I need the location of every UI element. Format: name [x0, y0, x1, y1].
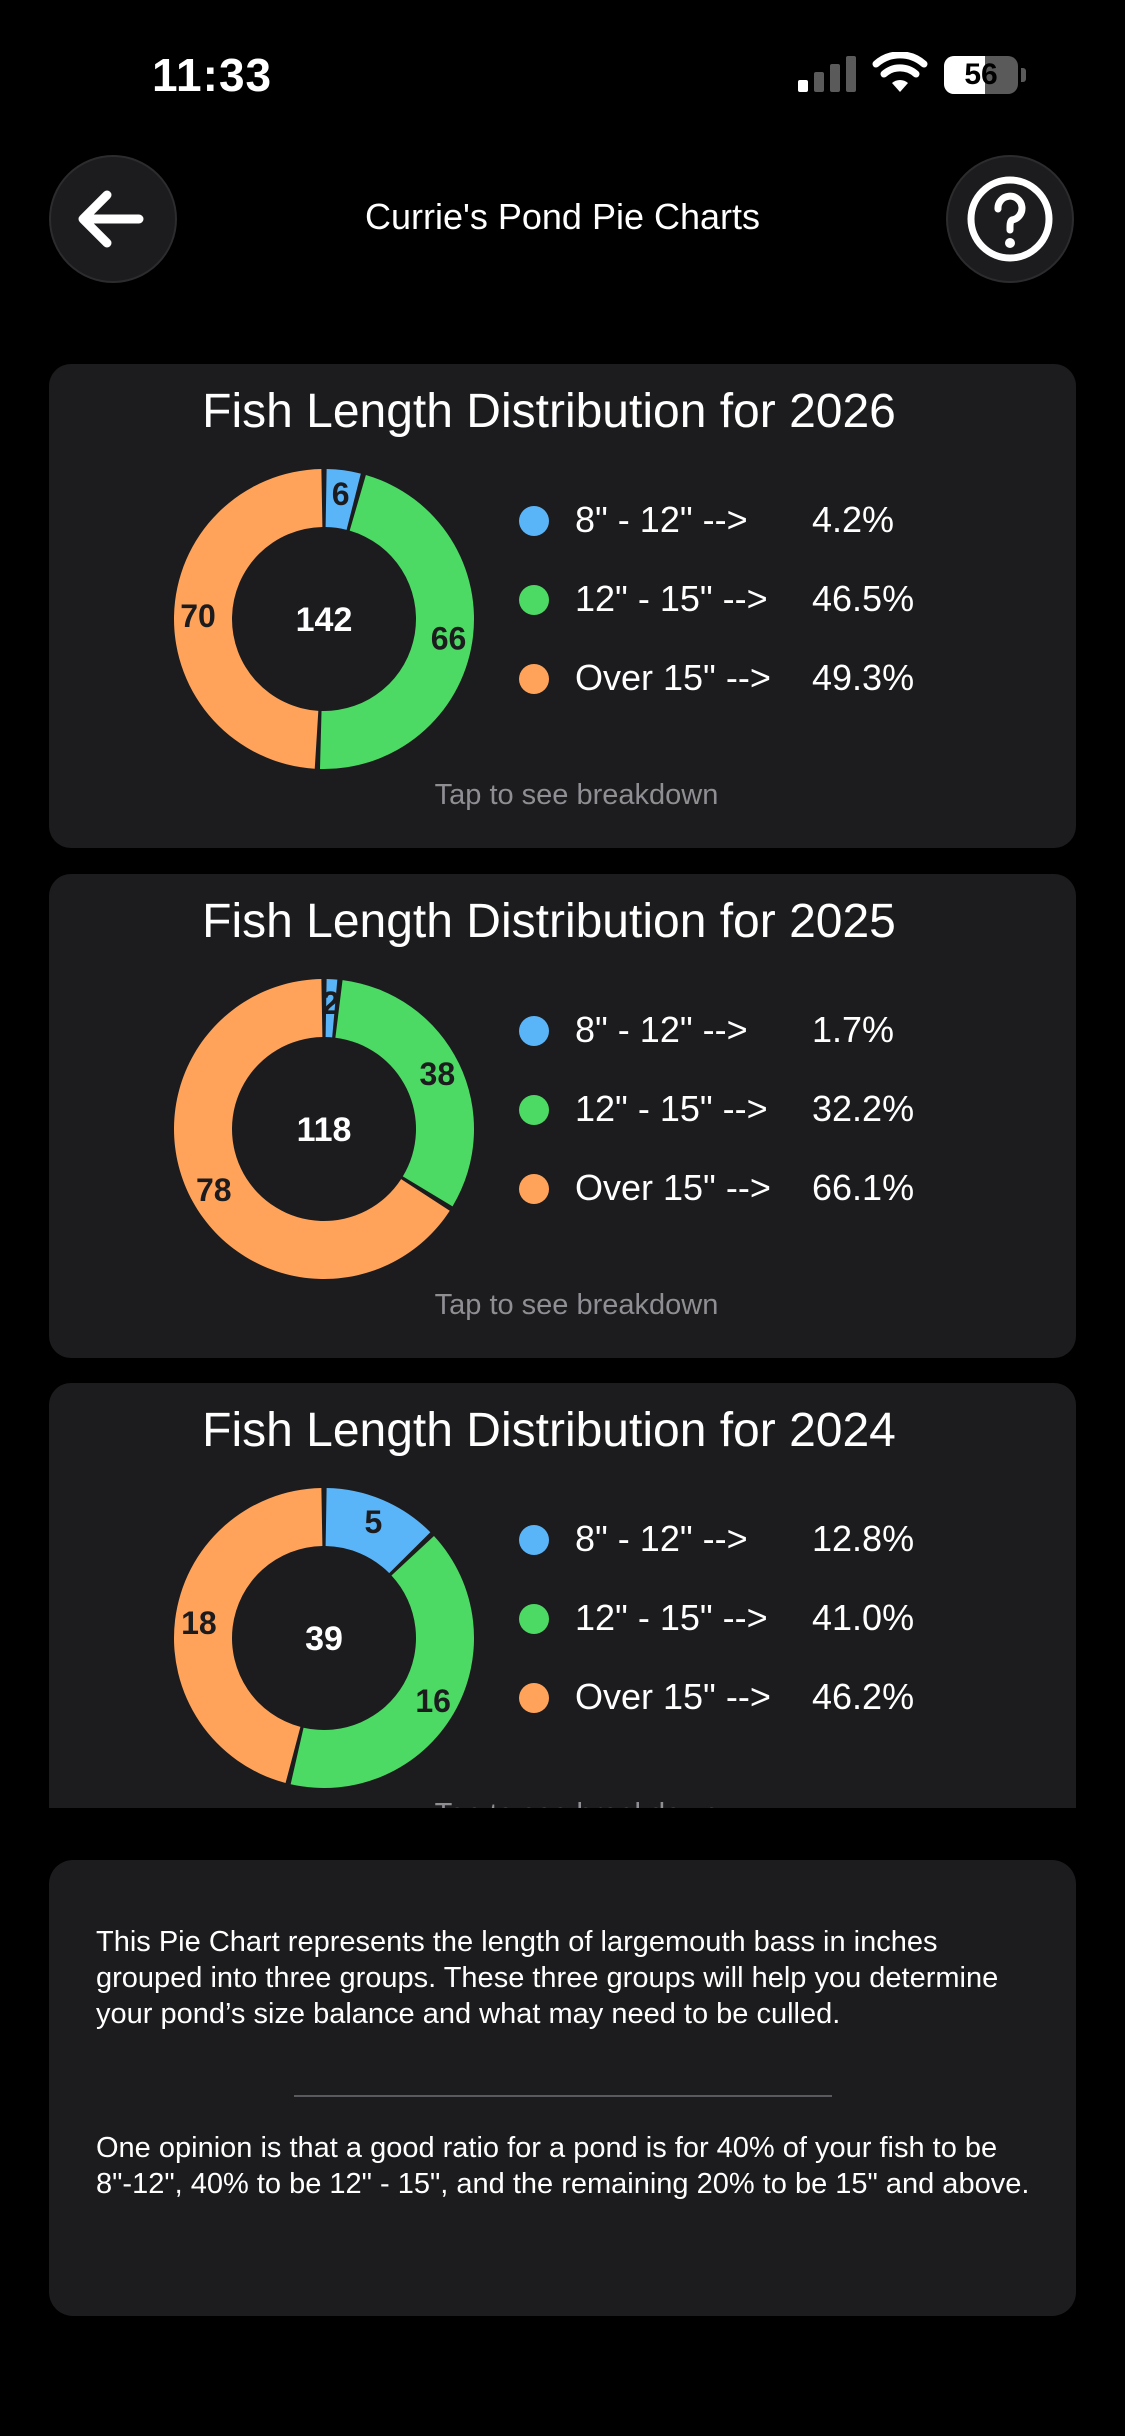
legend-item: 8" - 12" --> 1.7%: [519, 999, 1059, 1078]
slice-value-label: 6: [332, 476, 350, 512]
slice-value-label: 16: [415, 1683, 451, 1719]
legend-percent: 66.1%: [812, 1167, 915, 1208]
info-card: This Pie Chart represents the length of …: [49, 1860, 1076, 2316]
legend-dot: [519, 585, 549, 615]
total-count-label: 142: [296, 601, 353, 639]
legend-dot: [519, 1525, 549, 1555]
chart-legend: 8" - 12" --> 4.2% 12" - 15" --> 46.5% Over…: [519, 489, 1059, 726]
total-count-label: 39: [305, 1620, 343, 1658]
legend-item: 8" - 12" --> 12.8%: [519, 1508, 1059, 1587]
info-opinion: One opinion is that a good ratio for a p…: [96, 2132, 1030, 2200]
pie-slice[interactable]: [335, 980, 474, 1207]
donut-chart[interactable]: 5 16 18 39: [169, 1483, 479, 1793]
legend-label: 8" - 12" -->: [575, 499, 748, 540]
legend-dot: [519, 1604, 549, 1634]
divider: [294, 2095, 832, 2097]
pie-slice[interactable]: [173, 1488, 323, 1783]
legend-percent: 41.0%: [812, 1597, 915, 1638]
chart-title: Fish Length Distribution for 2026: [202, 385, 896, 438]
legend-percent: 49.3%: [812, 657, 915, 698]
info-description: This Pie Chart represents the length of …: [96, 1926, 999, 2030]
legend-percent: 12.8%: [812, 1518, 915, 1559]
legend-dot: [519, 1174, 549, 1204]
help-button[interactable]: [946, 155, 1074, 283]
slice-value-label: 18: [181, 1605, 217, 1641]
slice-value-label: 38: [420, 1056, 456, 1092]
chart-legend: 8" - 12" --> 1.7% 12" - 15" --> 32.2% Over…: [519, 999, 1059, 1236]
pie-slice[interactable]: [325, 1488, 431, 1574]
chart-card-2026[interactable]: Fish Length Distribution for 2026 6 66 70 1…: [49, 364, 1076, 848]
total-count-label: 118: [297, 1111, 352, 1149]
slice-value-label: 2: [322, 985, 340, 1021]
legend-item: Over 15" --> 66.1%: [519, 1157, 1059, 1236]
legend-label: 8" - 12" -->: [575, 1518, 748, 1559]
legend-percent: 46.5%: [812, 578, 915, 619]
pie-slice[interactable]: [173, 469, 323, 769]
legend-percent: 4.2%: [812, 499, 895, 540]
legend-percent: 46.2%: [812, 1676, 915, 1717]
legend-label: 12" - 15" -->: [575, 1088, 768, 1129]
legend-item: 12" - 15" --> 41.0%: [519, 1587, 1059, 1666]
tap-breakdown-hint[interactable]: Tap to see breakdown: [434, 779, 719, 811]
cellular-signal-icon: [798, 56, 856, 92]
legend-dot: [519, 1683, 549, 1713]
slice-value-label: 5: [364, 1504, 382, 1540]
legend-label: Over 15" -->: [575, 657, 771, 698]
question-mark-icon: [967, 176, 1053, 262]
arrow-left-icon: [78, 190, 144, 248]
legend-item: Over 15" --> 46.2%: [519, 1666, 1059, 1745]
status-bar: 11:33 56: [0, 0, 1125, 150]
back-button[interactable]: [49, 155, 177, 283]
legend-item: 8" - 12" --> 4.2%: [519, 489, 1059, 568]
chart-card-2024[interactable]: Fish Length Distribution for 2024 5 16 18 3…: [49, 1383, 1076, 1808]
legend-dot: [519, 506, 549, 536]
pie-slice[interactable]: [319, 474, 474, 769]
legend-item: 12" - 15" --> 46.5%: [519, 568, 1059, 647]
legend-percent: 32.2%: [812, 1088, 915, 1129]
battery-icon: 56: [944, 56, 1026, 94]
legend-label: Over 15" -->: [575, 1676, 771, 1717]
tap-breakdown-hint[interactable]: Tap to see breakdown: [434, 1289, 719, 1321]
legend-label: Over 15" -->: [575, 1167, 771, 1208]
pie-slice[interactable]: [290, 1536, 475, 1788]
legend-label: 12" - 15" -->: [575, 1597, 768, 1638]
legend-item: 12" - 15" --> 32.2%: [519, 1078, 1059, 1157]
donut-chart[interactable]: 2 38 78 118: [169, 974, 479, 1284]
legend-label: 12" - 15" -->: [575, 578, 768, 619]
slice-value-label: 70: [180, 598, 216, 634]
chart-title: Fish Length Distribution for 2024: [202, 1404, 896, 1457]
tap-breakdown-hint[interactable]: Tap to see breakdown: [49, 1798, 1076, 1808]
slice-value-label: 78: [196, 1172, 232, 1208]
pie-slice[interactable]: [325, 469, 361, 530]
legend-item: Over 15" --> 49.3%: [519, 647, 1059, 726]
pie-slice[interactable]: [325, 979, 338, 1038]
pie-slice[interactable]: [174, 979, 450, 1279]
chart-title: Fish Length Distribution for 2025: [202, 895, 896, 948]
legend-dot: [519, 1016, 549, 1046]
chart-legend: 8" - 12" --> 12.8% 12" - 15" --> 41.0% Ove…: [519, 1508, 1059, 1745]
legend-dot: [519, 664, 549, 694]
battery-level: 56: [964, 58, 998, 91]
page-title: Currie's Pond Pie Charts: [364, 196, 761, 237]
slice-value-label: 66: [431, 620, 467, 656]
status-time: 11:33: [152, 49, 273, 101]
wifi-icon: [872, 52, 928, 92]
chart-card-2025[interactable]: Fish Length Distribution for 2025 2 38 78 1…: [49, 874, 1076, 1358]
legend-label: 8" - 12" -->: [575, 1009, 748, 1050]
legend-percent: 1.7%: [812, 1009, 895, 1050]
legend-dot: [519, 1095, 549, 1125]
